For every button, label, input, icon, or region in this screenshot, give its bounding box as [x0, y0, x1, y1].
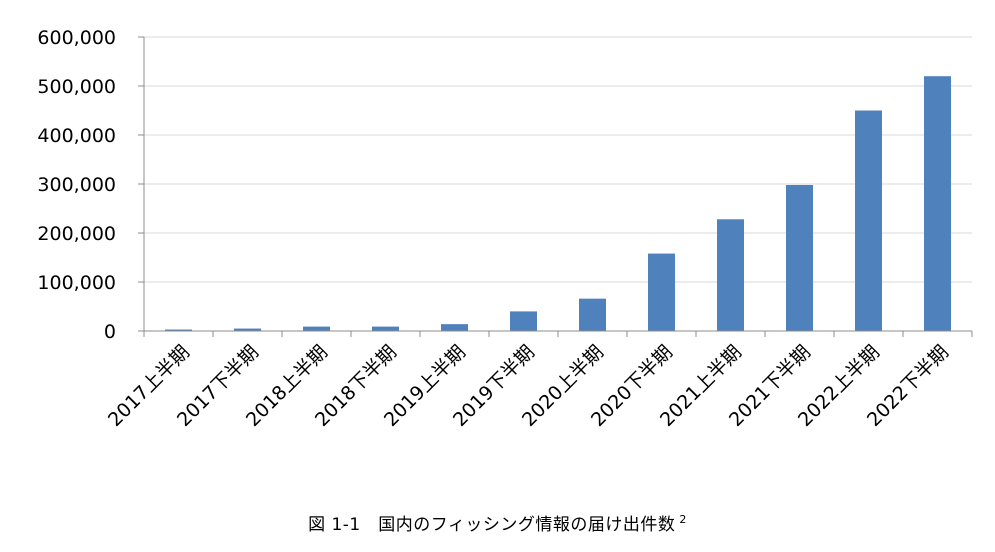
- figure-caption: 図 1-1 国内のフィッシング情報の届け出件数 2: [0, 510, 995, 535]
- y-tick-label: 200,000: [37, 223, 116, 245]
- bar-chart: 0 100,000 200,000 300,000 400,000 500,000 600,…: [37, 27, 973, 431]
- bar: [579, 298, 606, 331]
- x-tick-labels: 2017上半期2017下半期2018上半期2018下半期2019上半期2019下…: [104, 341, 953, 431]
- bar: [165, 329, 192, 331]
- y-tick-label: 100,000: [37, 272, 116, 294]
- caption-label: 図 1-1 国内のフィッシング情報の届け出件数: [308, 515, 676, 535]
- y-tick-label: 300,000: [37, 174, 116, 196]
- y-tick-label: 400,000: [37, 125, 116, 147]
- y-tick-label: 600,000: [37, 27, 116, 49]
- bar: [441, 324, 468, 331]
- gridlines: [144, 36, 972, 283]
- bar: [510, 311, 537, 331]
- bar: [786, 184, 813, 331]
- bar: [303, 326, 330, 331]
- y-tick-label: 500,000: [37, 76, 116, 98]
- axes: [138, 36, 973, 337]
- bar: [234, 328, 261, 331]
- bar: [372, 326, 399, 331]
- bar: [648, 253, 675, 331]
- bar: [924, 76, 951, 331]
- y-tick-labels: 0 100,000 200,000 300,000 400,000 500,000 600,…: [37, 27, 116, 343]
- y-tick-label: 0: [104, 321, 116, 343]
- bar: [717, 219, 744, 331]
- bars: [165, 76, 951, 331]
- footnote-marker: 2: [679, 513, 687, 527]
- bar: [855, 110, 882, 331]
